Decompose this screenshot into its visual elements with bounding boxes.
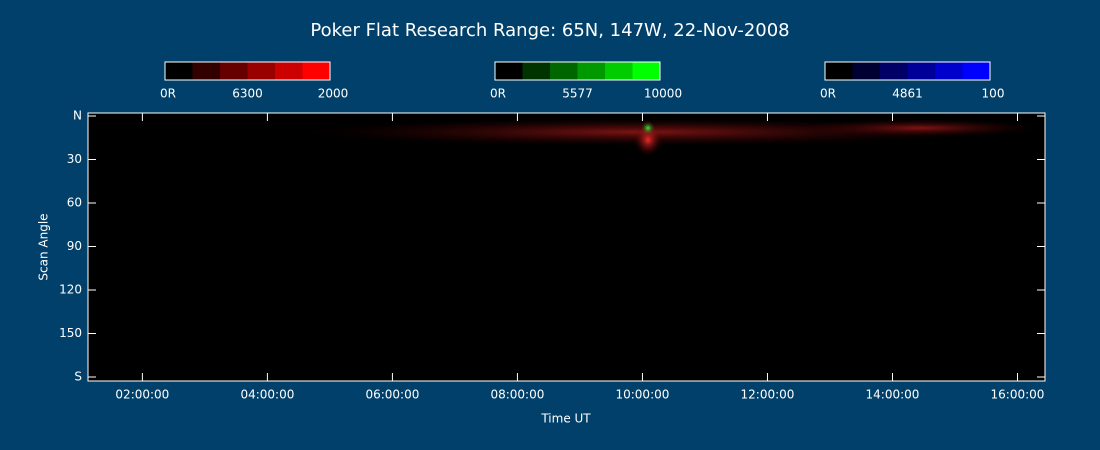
plot-area [87,112,1046,382]
colorbar-tick-label: 0R [820,87,836,101]
colorbar-segment [935,62,963,80]
x-axis-title: Time UT [540,412,591,426]
y-tick-label: 120 [59,283,82,297]
colorbar-tick-label: 100 [982,87,1005,101]
colorbar-name: 6300 [232,87,263,101]
colorbar-segment [165,62,193,80]
colorbar-tick-label: 2000 [318,87,349,101]
colorbar-tick-label: 10000 [644,87,682,101]
colorbar-segment [220,62,248,80]
image-background [88,113,1045,381]
x-tick-label: 02:00:00 [115,388,169,402]
colorbar-segment [247,62,275,80]
aurora-spot [641,121,655,135]
aurora-spot [634,124,662,156]
colorbar-segment [192,62,220,80]
x-tick-label: 16:00:00 [991,388,1045,402]
colorbar-segment [632,62,660,80]
colorbar-frame [164,61,331,81]
colorbar-segment [962,62,990,80]
colorbar-segment [605,62,633,80]
colorbar-tick-label: 0R [490,87,506,101]
colorbar-segment [495,62,523,80]
y-tick-label: 150 [59,326,82,340]
colorbar-frame [824,61,991,81]
colorbar-segment [302,62,330,80]
colorbar-frame [494,61,661,81]
x-tick-label: 10:00:00 [615,388,669,402]
colorbar-segment [275,62,303,80]
colorbar-name: 4861 [892,87,923,101]
x-tick-label: 12:00:00 [741,388,795,402]
colorbar-segment [550,62,578,80]
colorbar-tick-label: 0R [160,87,176,101]
colorbar-name: 5577 [562,87,593,101]
x-tick-label: 14:00:00 [866,388,920,402]
y-tick-label: S [74,370,82,384]
colorbar-segment [577,62,605,80]
colorbar-segment [880,62,908,80]
colorbar-segment [907,62,935,80]
y-tick-label: 90 [67,239,82,253]
x-tick-label: 08:00:00 [490,388,544,402]
colorbar-segment [522,62,550,80]
x-tick-label: 06:00:00 [365,388,419,402]
y-axis-title: Scan Angle [37,213,51,280]
chart-title: Poker Flat Research Range: 65N, 147W, 22… [310,20,789,41]
aurora-band [800,119,1040,137]
y-tick-label: 30 [67,152,82,166]
y-tick-label: 60 [67,196,82,210]
colorbar-segment [825,62,853,80]
colorbar-segment [852,62,880,80]
y-tick-label: N [73,109,82,123]
x-tick-label: 04:00:00 [240,388,294,402]
